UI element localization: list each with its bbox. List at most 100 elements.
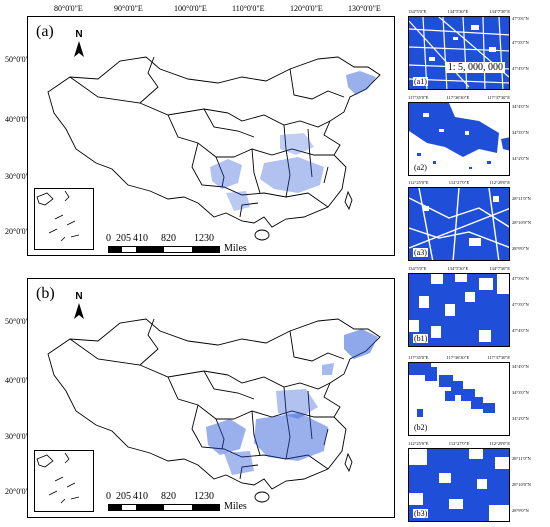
inset-map xyxy=(36,190,80,242)
coord-label: 47°3'0"N xyxy=(512,302,529,307)
scale-value: 820 xyxy=(161,233,176,244)
detail-panel-a3: (a3) xyxy=(408,187,510,261)
coord-label: 134°7'30"E xyxy=(489,9,510,14)
detail-coords-top: 112°25'0"E 112°27'0"E 112°29'0"E xyxy=(408,441,510,446)
coord-label: 117°35'0"E xyxy=(408,355,429,360)
coord-label: 34°2'0"N xyxy=(512,416,529,421)
detail-coords-top: 112°25'0"E 112°27'0"E 112°29'0"E xyxy=(408,180,510,185)
hainan-island xyxy=(254,491,270,503)
north-arrow-icon: N xyxy=(72,291,86,321)
detail-coords-top: 134°5'0"E 134°5'30"E 134°7'30"E xyxy=(408,9,510,14)
north-arrow-icon: N xyxy=(72,29,86,59)
lon-label: 100°0'0"E xyxy=(174,4,207,13)
detail-panel-b3: (b3) xyxy=(408,448,510,522)
coord-label: 47°3'0"N xyxy=(512,40,529,45)
coord-label: 112°25'0"E xyxy=(408,441,429,446)
coord-label: 47°4'0"N xyxy=(512,328,529,333)
scale-value: 1230 xyxy=(194,233,214,244)
highlight-area xyxy=(206,419,246,455)
lat-label: 30°0'0"N xyxy=(5,172,35,181)
province-border xyxy=(69,338,229,378)
province-border xyxy=(69,76,229,116)
coord-label: 47°4'0"N xyxy=(512,66,529,71)
coord-label: 134°5'0"E xyxy=(408,266,427,271)
north-label: N xyxy=(75,291,83,302)
coord-label: 34°3'0"N xyxy=(512,390,529,395)
province-border xyxy=(233,148,334,158)
scale-value: 0 xyxy=(106,491,111,502)
detail-panel-a1: (a1) 1: 5, 000, 000 xyxy=(408,16,510,90)
highlight-area xyxy=(346,71,376,95)
lat-label: 40°0'0"N xyxy=(5,115,35,124)
detail-panel-a2: (a2) xyxy=(408,102,510,176)
province-border xyxy=(215,418,225,450)
province-border xyxy=(251,148,261,194)
coord-label: 117°37'30"E xyxy=(487,355,510,360)
province-border xyxy=(227,112,331,128)
scale-value: 820 xyxy=(161,491,176,502)
detail-coords-top: 117°35'0"E 117°36'30"E 117°37'30"E xyxy=(408,355,510,360)
china-map-b xyxy=(47,318,381,503)
coord-label: 117°36'30"E xyxy=(446,355,470,360)
highlight-area xyxy=(280,133,314,155)
province-border xyxy=(191,404,329,470)
province-border xyxy=(227,374,331,390)
scale-bar-a: 0 205 410 820 1230 Miles xyxy=(106,233,247,259)
detail-coords-top: 117°35'0"E 117°36'30"E 117°37'30"E xyxy=(408,95,510,100)
scale-value: 205 xyxy=(116,233,131,244)
coord-label: 28°9'0"N xyxy=(512,508,529,513)
scale-bar-b: 0 205 410 820 1230 Miles xyxy=(106,491,247,517)
taiwan-island xyxy=(344,452,353,473)
highlight-area xyxy=(322,363,334,375)
province-border xyxy=(283,386,291,460)
province-border xyxy=(239,202,259,218)
scale-unit: Miles xyxy=(224,501,247,512)
highlight-areas xyxy=(210,71,376,211)
scale-value: 205 xyxy=(116,491,131,502)
detail-label: (b3) xyxy=(413,509,429,518)
highlight-area xyxy=(276,389,318,419)
province-border xyxy=(191,142,329,208)
coord-label: 47°3'6"N xyxy=(512,16,529,21)
coord-label: 117°37'30"E xyxy=(487,95,510,100)
province-border xyxy=(239,464,259,480)
lon-label: 130°0'0"E xyxy=(348,4,381,13)
highlight-area xyxy=(210,159,242,189)
lat-label: 20°0'0"N xyxy=(5,487,35,496)
province-border xyxy=(139,56,159,104)
detail-label: (b1) xyxy=(413,334,429,343)
coord-label: 34°4'0"N xyxy=(512,364,529,369)
coord-label: 28°9'0"N xyxy=(512,246,529,251)
detail-raster xyxy=(409,103,509,169)
scale-value: 410 xyxy=(133,491,148,502)
highlight-area xyxy=(254,413,328,461)
coord-label: 112°29'0"E xyxy=(489,441,510,446)
province-border xyxy=(307,128,313,178)
coord-label: 134°5'0"E xyxy=(408,9,427,14)
coord-label: 112°29'0"E xyxy=(489,180,510,185)
coord-label: 134°7'30"E xyxy=(489,266,510,271)
detail-label: (a1) xyxy=(413,77,428,86)
coord-label: 28°11'0"N xyxy=(512,196,531,201)
highlight-areas xyxy=(206,329,378,475)
detail-panel-b1: (b1) xyxy=(408,273,510,347)
lon-label: 90°0'0"E xyxy=(114,4,143,13)
coord-label: 134°5'30"E xyxy=(447,9,469,14)
coord-label: 28°11'0"N xyxy=(512,456,531,461)
taiwan-island xyxy=(344,190,353,211)
detail-label: (a2) xyxy=(413,163,428,172)
hainan-island xyxy=(254,229,270,241)
coord-label: 34°3'0"N xyxy=(512,130,529,135)
coord-label: 117°36'30"E xyxy=(446,95,470,100)
lon-label: 110°0'0"E xyxy=(232,4,265,13)
lat-label: 40°0'0"N xyxy=(5,376,35,385)
scale-ratio: 1: 5, 000, 000 xyxy=(445,62,505,73)
province-border xyxy=(307,390,313,440)
highlight-area xyxy=(260,157,324,193)
scale-value: 0 xyxy=(106,233,111,244)
highlight-area xyxy=(344,329,378,359)
coord-label: 47°3'6"N xyxy=(512,276,529,281)
province-border xyxy=(251,410,261,456)
south-china-sea-inset xyxy=(34,188,94,250)
